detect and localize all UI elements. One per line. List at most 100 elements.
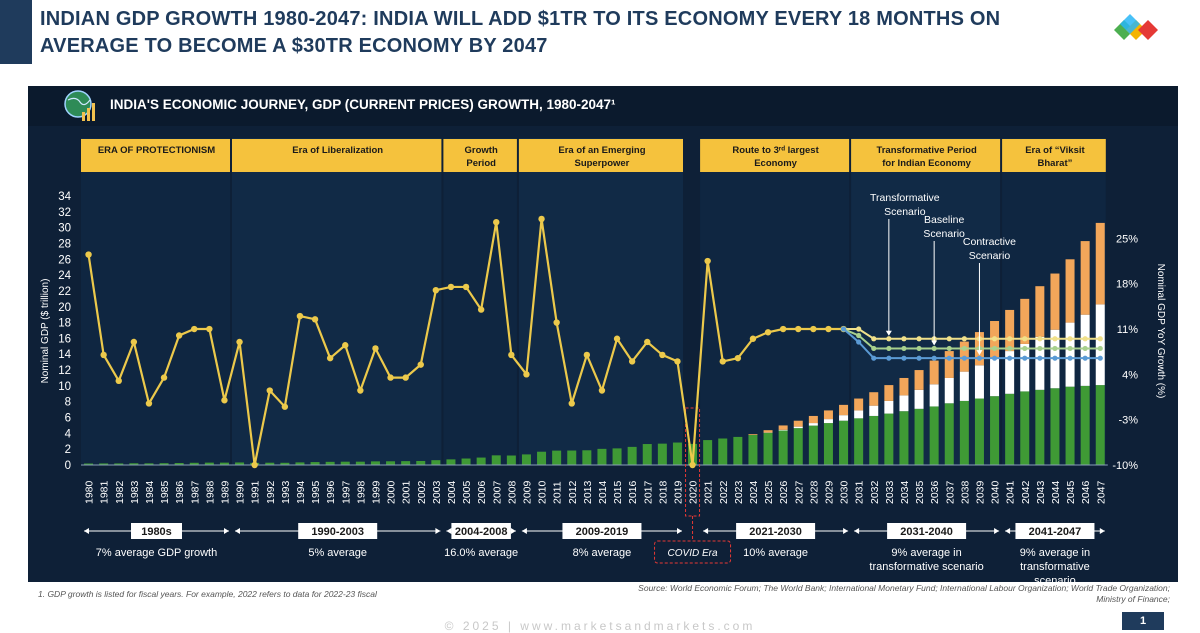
growth-point	[448, 284, 454, 290]
gdp-bar-contractive	[1020, 391, 1029, 465]
x-tick-label: 2012	[567, 480, 579, 504]
x-tick-label: 2025	[763, 480, 775, 504]
growth-point	[992, 336, 997, 341]
period-arrow-right	[843, 528, 848, 534]
gdp-bar-contractive	[416, 461, 425, 465]
x-tick-label: 2011	[552, 481, 564, 504]
growth-point	[947, 336, 952, 341]
growth-point	[659, 352, 665, 358]
growth-point	[478, 306, 484, 312]
gdp-bar-contractive	[673, 443, 682, 465]
period-arrow-right	[511, 528, 516, 534]
gdp-bar-baseline	[884, 401, 893, 414]
growth-point	[962, 356, 967, 361]
x-tick-label: 2042	[1020, 480, 1032, 504]
x-tick-label: 2029	[823, 480, 835, 504]
x-tick-label: 1999	[370, 480, 382, 504]
y-tick-label: 34	[58, 191, 71, 203]
growth-point	[463, 284, 469, 290]
x-tick-label: 2000	[386, 480, 398, 504]
x-tick-label: 2020	[688, 480, 700, 504]
gdp-bar-contractive	[899, 411, 908, 465]
gdp-bar-transformative	[809, 416, 818, 423]
x-tick-label: 1991	[250, 480, 262, 504]
gdp-bar-baseline	[915, 390, 924, 409]
y-tick-label: 6	[65, 413, 71, 425]
period-arrow-right	[435, 528, 440, 534]
x-tick-label: 2027	[793, 480, 805, 504]
gdp-bar-contractive	[1050, 388, 1059, 465]
gdp-bar-transformative	[839, 405, 848, 415]
gdp-bar-baseline	[1096, 304, 1105, 385]
growth-point	[116, 378, 122, 384]
growth-point	[100, 352, 106, 358]
y-tick-label: 20	[58, 302, 71, 314]
growth-point	[916, 336, 921, 341]
growth-point	[932, 346, 937, 351]
period-arrow-right	[677, 528, 682, 534]
gdp-bar-contractive	[477, 458, 486, 465]
period-note: 16.0% average	[444, 547, 518, 559]
growth-point	[206, 326, 212, 332]
x-tick-label: 2016	[627, 480, 639, 504]
growth-point	[1067, 356, 1072, 361]
gdp-bar-transformative	[884, 385, 893, 401]
x-tick-label: 2039	[974, 480, 986, 504]
growth-point	[523, 371, 529, 377]
gdp-bar-contractive	[643, 444, 652, 465]
growth-point	[856, 333, 861, 338]
growth-point	[327, 355, 333, 361]
growth-point	[387, 374, 393, 380]
y-tick-label: 8	[65, 397, 71, 409]
era-label: Era of Liberalization	[292, 145, 383, 156]
x-tick-label: 2009	[521, 480, 533, 504]
growth-point	[1022, 336, 1027, 341]
gdp-bar-baseline	[794, 427, 803, 429]
growth-point	[1067, 346, 1072, 351]
x-tick-label: 1996	[325, 480, 337, 504]
x-tick-label: 1998	[355, 480, 367, 504]
growth-point	[372, 345, 378, 351]
x-tick-label: 2005	[461, 480, 473, 504]
x-tick-label: 2044	[1050, 480, 1062, 504]
x-tick-label: 2013	[582, 480, 594, 504]
growth-point	[1007, 346, 1012, 351]
period-arrow-left	[84, 528, 89, 534]
era-label: ERA OF PROTECTIONISM	[98, 145, 215, 156]
gdp-bar-contractive	[869, 416, 878, 465]
period-label: 1980s	[141, 526, 172, 538]
gdp-bar-transformative	[1035, 286, 1044, 337]
x-tick-label: 2047	[1095, 480, 1107, 504]
y2-tick-label: -10%	[1112, 460, 1138, 472]
x-tick-label: 2046	[1080, 480, 1092, 504]
growth-point	[1052, 356, 1057, 361]
gdp-bar-contractive	[462, 459, 471, 465]
gdp-bar-baseline	[869, 406, 878, 416]
y-tick-label: 14	[58, 349, 71, 361]
gdp-bar-contractive	[930, 406, 939, 465]
period-arrow-left	[703, 528, 708, 534]
x-tick-label: 2040	[990, 480, 1002, 504]
x-tick-label: 2022	[718, 480, 730, 504]
growth-point	[493, 219, 499, 225]
growth-point	[1007, 356, 1012, 361]
growth-point	[704, 258, 710, 264]
growth-point	[856, 326, 861, 331]
growth-point	[297, 313, 303, 319]
growth-point	[85, 251, 91, 257]
growth-point	[538, 216, 544, 222]
growth-point	[614, 336, 620, 342]
x-tick-label: 2014	[597, 480, 609, 504]
x-tick-label: 1980	[84, 480, 96, 504]
growth-point	[1037, 356, 1042, 361]
gdp-bar-contractive	[1096, 385, 1105, 465]
x-tick-label: 1983	[129, 480, 141, 504]
growth-point	[674, 358, 680, 364]
x-tick-label: 2034	[899, 480, 911, 504]
growth-point	[886, 336, 891, 341]
period-arrow-right	[1100, 528, 1105, 534]
y-tick-label: 4	[65, 428, 72, 440]
y-tick-label: 28	[58, 238, 71, 250]
growth-point	[901, 356, 906, 361]
